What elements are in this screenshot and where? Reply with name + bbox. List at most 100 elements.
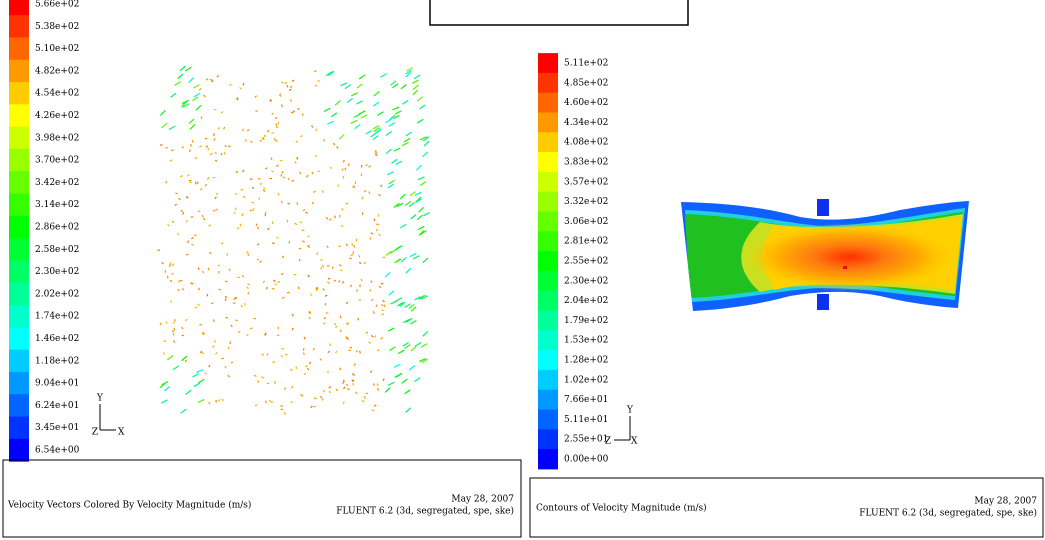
vector bbox=[320, 258, 323, 261]
vector bbox=[322, 288, 325, 291]
vector bbox=[181, 355, 188, 362]
vector bbox=[410, 345, 417, 352]
legend-label: 2.55e+01 bbox=[564, 435, 608, 445]
vector bbox=[197, 303, 200, 307]
vector bbox=[282, 176, 286, 179]
vector bbox=[388, 122, 396, 127]
legend-swatch bbox=[538, 251, 558, 272]
vector bbox=[344, 84, 352, 90]
footer-date: May 28, 2007 bbox=[974, 497, 1037, 507]
vector bbox=[395, 372, 403, 378]
vector bbox=[353, 245, 356, 248]
legend-label: 4.54e+02 bbox=[35, 89, 79, 99]
vector bbox=[387, 183, 395, 189]
vector bbox=[249, 327, 253, 330]
legend-label: 4.08e+02 bbox=[564, 138, 608, 148]
vector bbox=[275, 123, 278, 127]
vector bbox=[385, 250, 392, 256]
legend-swatch bbox=[538, 270, 558, 292]
vector bbox=[222, 398, 224, 402]
vector bbox=[416, 96, 424, 102]
vector bbox=[283, 412, 286, 415]
vector bbox=[199, 350, 203, 354]
vector bbox=[380, 73, 388, 78]
vector bbox=[200, 116, 203, 120]
vector bbox=[382, 378, 385, 382]
vector bbox=[369, 237, 372, 240]
vector bbox=[209, 152, 213, 156]
vector bbox=[365, 164, 369, 167]
vector bbox=[224, 295, 228, 299]
legend-swatch bbox=[9, 148, 29, 172]
legend-label: 4.60e+02 bbox=[564, 98, 608, 108]
vector bbox=[396, 202, 404, 208]
vector bbox=[235, 319, 238, 322]
legend-swatch bbox=[538, 132, 558, 153]
vector bbox=[345, 301, 349, 305]
vector bbox=[272, 279, 276, 283]
legend-label: 3.32e+02 bbox=[564, 197, 608, 207]
vector bbox=[404, 344, 411, 350]
vector bbox=[220, 111, 224, 114]
legend-swatch bbox=[538, 72, 558, 94]
vector bbox=[220, 152, 223, 156]
vector bbox=[255, 223, 258, 227]
vector bbox=[323, 316, 327, 320]
axis-label: Y bbox=[626, 406, 634, 416]
vector bbox=[420, 295, 428, 300]
vector bbox=[334, 322, 337, 326]
vector bbox=[394, 110, 402, 115]
vector bbox=[254, 404, 258, 407]
vector bbox=[224, 144, 227, 148]
vector bbox=[222, 126, 226, 130]
footer-title: Contours of Velocity Magnitude (m/s) bbox=[536, 503, 707, 514]
vector bbox=[401, 378, 408, 384]
vector bbox=[397, 349, 405, 355]
vector bbox=[170, 300, 173, 304]
vector bbox=[327, 277, 331, 280]
vector bbox=[254, 374, 257, 377]
vector bbox=[184, 318, 188, 322]
vector bbox=[380, 303, 384, 307]
vector bbox=[184, 66, 192, 72]
vector bbox=[397, 301, 404, 307]
legend-label: 5.66e+02 bbox=[35, 0, 79, 10]
vector bbox=[197, 398, 205, 404]
vector bbox=[288, 88, 292, 91]
vector bbox=[326, 245, 329, 249]
vector bbox=[395, 160, 403, 166]
vector bbox=[204, 371, 207, 375]
vector bbox=[270, 401, 274, 403]
vector bbox=[216, 74, 220, 78]
vector bbox=[246, 129, 250, 132]
vector bbox=[352, 382, 355, 386]
vector bbox=[163, 386, 171, 392]
legend-label: 5.11e+01 bbox=[564, 415, 608, 425]
vector bbox=[379, 184, 383, 187]
vector bbox=[197, 287, 200, 291]
vector bbox=[182, 99, 189, 104]
vector bbox=[191, 139, 194, 143]
vector bbox=[387, 381, 395, 386]
vector bbox=[274, 116, 278, 120]
vector bbox=[348, 349, 351, 352]
vector bbox=[174, 81, 181, 86]
legend-label: 6.54e+00 bbox=[35, 446, 80, 456]
legend-swatch bbox=[9, 15, 29, 38]
legend-label: 2.02e+02 bbox=[35, 289, 79, 299]
vector bbox=[389, 114, 396, 120]
vector bbox=[356, 83, 363, 89]
vector bbox=[357, 255, 361, 258]
vector bbox=[259, 260, 262, 264]
vector bbox=[177, 280, 181, 283]
legend-label: 4.34e+02 bbox=[564, 118, 608, 128]
vector bbox=[372, 125, 380, 130]
vector bbox=[353, 363, 357, 366]
vector bbox=[281, 170, 284, 174]
vector bbox=[306, 244, 310, 248]
footer-solver: FLUENT 6.2 (3d, segregated, spe, ske) bbox=[336, 506, 514, 517]
vector bbox=[289, 99, 293, 102]
vector bbox=[320, 266, 323, 270]
vector bbox=[274, 283, 278, 286]
